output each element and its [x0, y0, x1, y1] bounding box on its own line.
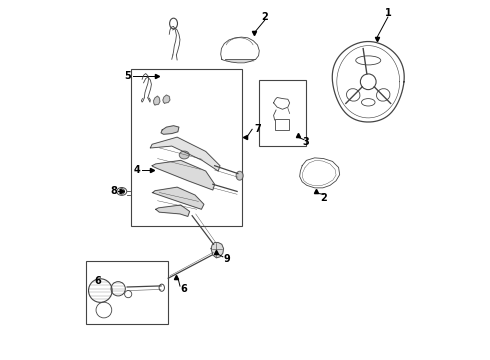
Bar — [131, 69, 242, 226]
Text: 3: 3 — [302, 138, 309, 148]
Text: 2: 2 — [261, 12, 268, 22]
Polygon shape — [152, 160, 215, 190]
Text: 8: 8 — [110, 186, 117, 197]
Polygon shape — [156, 205, 190, 216]
Text: 2: 2 — [320, 193, 327, 203]
Bar — [259, 80, 306, 146]
Text: 6: 6 — [95, 276, 101, 286]
Bar — [275, 119, 289, 130]
Ellipse shape — [179, 151, 189, 159]
Circle shape — [119, 189, 124, 194]
Polygon shape — [152, 187, 204, 209]
Text: 9: 9 — [223, 253, 230, 264]
Text: 1: 1 — [385, 8, 391, 18]
Text: 7: 7 — [254, 124, 261, 134]
Text: 5: 5 — [124, 71, 131, 81]
Bar — [86, 261, 168, 324]
Polygon shape — [163, 95, 170, 103]
Polygon shape — [161, 126, 179, 134]
Text: 4: 4 — [134, 165, 141, 175]
Polygon shape — [211, 243, 223, 258]
Text: 6: 6 — [180, 284, 187, 294]
Polygon shape — [153, 96, 160, 105]
Ellipse shape — [236, 171, 243, 180]
Polygon shape — [150, 137, 220, 171]
